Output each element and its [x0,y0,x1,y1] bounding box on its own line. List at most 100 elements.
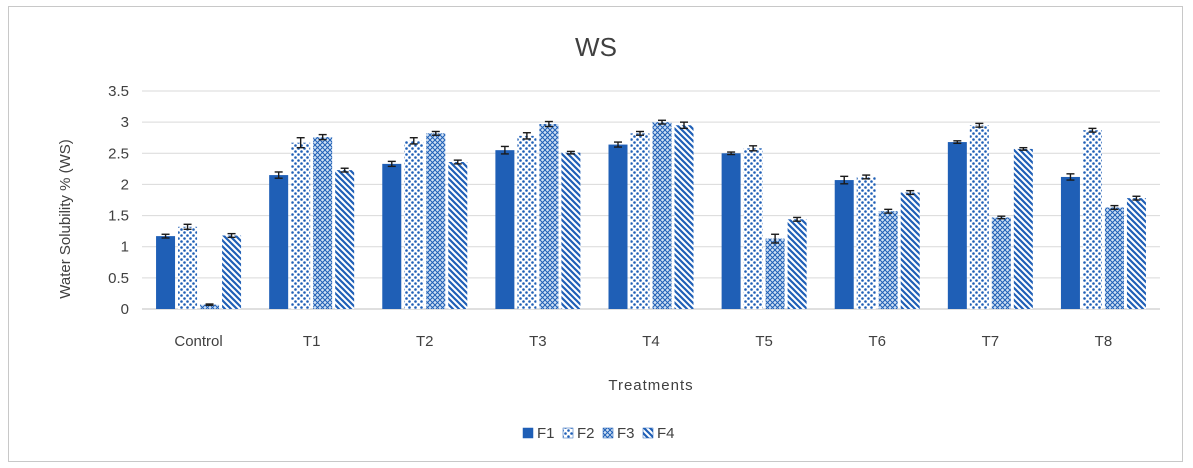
bar-f2-t1 [291,142,311,309]
bar-f2-t8 [1082,130,1102,309]
bar-f4-t2 [448,162,468,309]
bar-f4-t1 [335,170,355,309]
y-axis-ticks: 0 0.5 1 1.5 2 2.5 3 3.5 [108,83,129,318]
bar-f2-t2 [404,140,424,309]
bar-f4-t5 [787,219,807,309]
error-bar [274,171,283,179]
error-bar [614,141,622,148]
x-tick-label: T7 [982,333,1000,350]
bar-f2-t3 [517,135,537,309]
bar-f3-t3 [539,124,559,309]
bar-f4-t6 [900,192,920,309]
error-bar [431,130,440,136]
error-bar [1088,127,1097,133]
x-tick-label: T2 [416,333,434,350]
y-tick-label: 0.5 [108,270,129,287]
bar-f2-t5 [743,148,763,309]
error-bar [953,140,962,145]
bar-f2-t7 [969,125,989,309]
error-bar [1132,195,1141,201]
error-bar [1110,204,1119,211]
gridlines [142,90,1160,310]
legend-swatch-f3 [602,427,614,439]
legend-label-f1: F1 [537,425,555,442]
error-bar [205,303,214,306]
bar-f3-t1 [313,137,333,309]
error-bar [793,216,802,222]
bar-f3-t8 [1104,207,1124,309]
bars [156,122,1146,310]
error-bar [387,160,396,168]
error-bar [340,167,349,173]
error-bar [318,133,327,141]
legend-label-f2: F2 [577,425,595,442]
legend-swatch-f1 [522,427,534,439]
error-bar [1066,173,1075,181]
bar-f2-control [178,226,198,309]
y-tick-label: 2.5 [108,145,129,162]
x-tick-label: T8 [1095,333,1113,350]
y-tick-label: 1.5 [108,208,129,225]
bar-f1-t1 [269,175,289,309]
x-tick-label: T6 [868,333,886,350]
error-bar [636,130,644,136]
bar-f4-t4 [674,125,694,309]
error-bar [975,122,984,128]
legend-label-f3: F3 [617,425,635,442]
error-bar [997,215,1006,220]
bar-f4-t8 [1126,198,1146,309]
error-bar [840,175,849,185]
x-axis-label: Treatments [608,377,693,394]
x-tick-label: Control [174,333,222,350]
error-bar [522,132,531,140]
bar-f4-t3 [561,152,581,309]
y-tick-label: 1 [121,239,129,256]
bar-f1-t4 [608,144,628,309]
x-axis-ticks: Control T1 T2 T3 T4 T5 T6 T7 T8 [174,333,1112,350]
bar-f3-control [200,304,220,309]
error-bar [680,121,688,130]
error-bar [862,174,871,180]
error-bar [296,137,305,149]
bar-f3-t4 [652,122,672,310]
error-bar [183,223,192,230]
bar-f1-t2 [382,163,402,309]
bar-f1-control [156,236,176,309]
bar-f3-t7 [991,217,1011,309]
bar-f1-t8 [1060,176,1080,309]
bar-f4-control [222,235,242,309]
error-bar [453,159,462,165]
error-bar [544,120,553,128]
y-tick-label: 3 [121,114,129,131]
bar-f1-t3 [495,150,515,309]
y-tick-label: 2 [121,176,129,193]
error-bar [906,189,915,196]
y-tick-label: 3.5 [108,83,129,100]
bar-f2-t6 [856,176,876,309]
error-bar [727,151,736,156]
bar-f1-t5 [721,153,741,309]
error-bar [658,119,666,125]
error-bars [161,119,1141,306]
x-tick-label: T4 [642,333,660,350]
bar-f1-t6 [834,180,854,309]
bar-f3-t5 [765,238,785,309]
y-tick-label: 0 [121,301,129,318]
error-bar [1019,146,1028,151]
legend: F1 F2 F3 F4 [522,425,675,442]
legend-label-f4: F4 [657,425,675,442]
legend-swatch-f4 [642,427,654,439]
bar-f4-t7 [1013,148,1033,309]
error-bar [771,233,780,244]
error-bar [884,208,893,214]
y-axis-label: Water Solubility % (WS) [57,139,74,298]
x-tick-label: T5 [755,333,773,350]
bar-f3-t6 [878,211,898,309]
error-bar [749,145,758,152]
x-tick-label: T3 [529,333,547,350]
error-bar [161,233,170,239]
chart-title: WS [575,32,617,62]
error-bar [227,232,236,239]
bar-f3-t2 [426,133,446,309]
